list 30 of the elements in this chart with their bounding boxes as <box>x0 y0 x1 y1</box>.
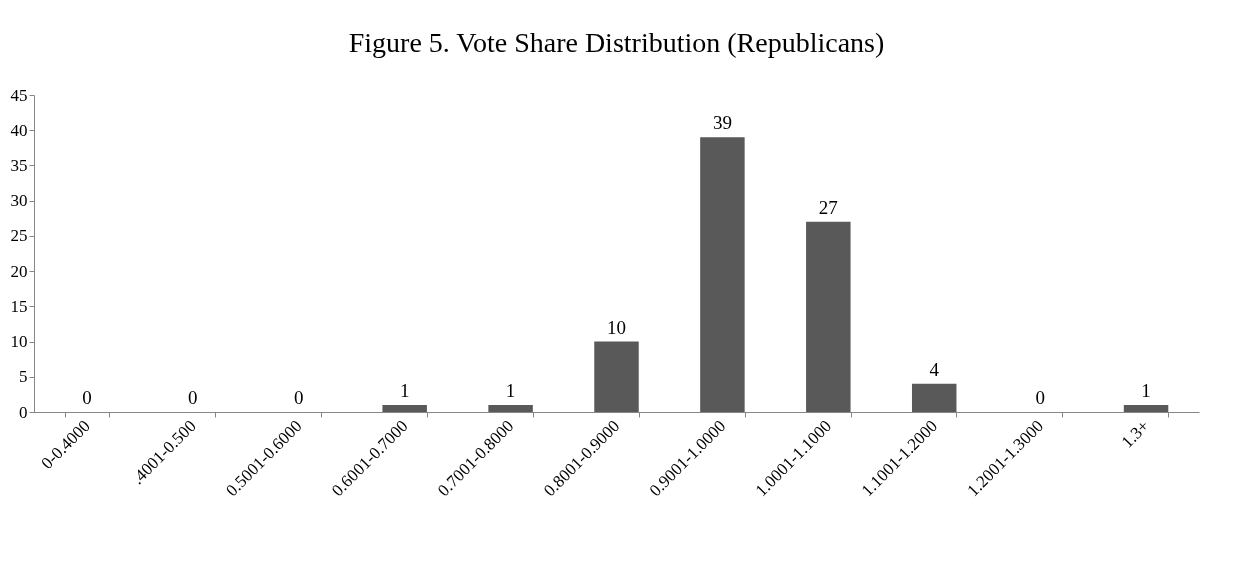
bar <box>1123 404 1169 412</box>
y-tick-label: 30 <box>10 191 28 211</box>
y-tick-label: 5 <box>19 367 28 387</box>
y-tick-label: 0 <box>19 402 28 422</box>
y-tick-label: 40 <box>10 120 28 140</box>
bar <box>488 404 533 412</box>
data-label: 0 <box>1035 387 1045 408</box>
data-label: 4 <box>929 358 940 380</box>
bar <box>382 404 427 412</box>
bar <box>911 383 957 412</box>
data-label: 0 <box>82 387 92 408</box>
y-tick-label: 35 <box>10 155 28 175</box>
data-label: 39 <box>712 112 732 134</box>
y-tick-label: 25 <box>10 226 28 246</box>
bar <box>594 341 639 412</box>
chart-title: Figure 5. Vote Share Distribution (Republicans) <box>348 27 885 58</box>
data-label: 27 <box>818 196 838 218</box>
y-tick-label: 10 <box>10 332 28 352</box>
data-label: 1 <box>1141 379 1151 401</box>
y-tick-label: 20 <box>10 261 28 281</box>
data-label: 10 <box>607 316 626 338</box>
data-label: 1 <box>399 379 410 401</box>
y-tick-label: 15 <box>10 296 28 316</box>
data-label: 0 <box>294 387 304 408</box>
data-label: 0 <box>188 387 198 408</box>
x-tick-label: 1.3+ <box>1117 416 1153 452</box>
bar <box>806 221 851 412</box>
data-label: 1 <box>505 379 516 401</box>
y-tick-label: 45 <box>10 85 28 105</box>
bar <box>700 137 745 412</box>
